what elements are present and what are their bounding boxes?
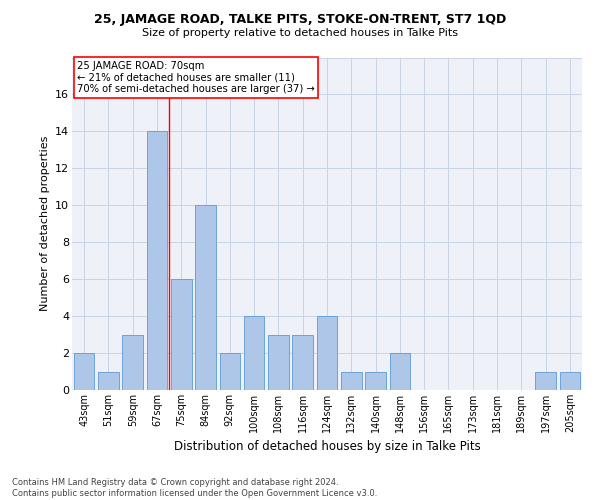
Bar: [268, 334, 289, 390]
Bar: [389, 353, 410, 390]
Bar: [317, 316, 337, 390]
Bar: [195, 206, 216, 390]
Bar: [560, 372, 580, 390]
Bar: [220, 353, 240, 390]
Bar: [122, 334, 143, 390]
Text: Size of property relative to detached houses in Talke Pits: Size of property relative to detached ho…: [142, 28, 458, 38]
Bar: [341, 372, 362, 390]
Bar: [171, 279, 191, 390]
Bar: [535, 372, 556, 390]
Bar: [98, 372, 119, 390]
X-axis label: Distribution of detached houses by size in Talke Pits: Distribution of detached houses by size …: [173, 440, 481, 454]
Bar: [146, 132, 167, 390]
Bar: [244, 316, 265, 390]
Text: Contains HM Land Registry data © Crown copyright and database right 2024.
Contai: Contains HM Land Registry data © Crown c…: [12, 478, 377, 498]
Text: 25 JAMAGE ROAD: 70sqm
← 21% of detached houses are smaller (11)
70% of semi-deta: 25 JAMAGE ROAD: 70sqm ← 21% of detached …: [77, 61, 315, 94]
Text: 25, JAMAGE ROAD, TALKE PITS, STOKE-ON-TRENT, ST7 1QD: 25, JAMAGE ROAD, TALKE PITS, STOKE-ON-TR…: [94, 12, 506, 26]
Bar: [74, 353, 94, 390]
Bar: [292, 334, 313, 390]
Bar: [365, 372, 386, 390]
Y-axis label: Number of detached properties: Number of detached properties: [40, 136, 50, 312]
